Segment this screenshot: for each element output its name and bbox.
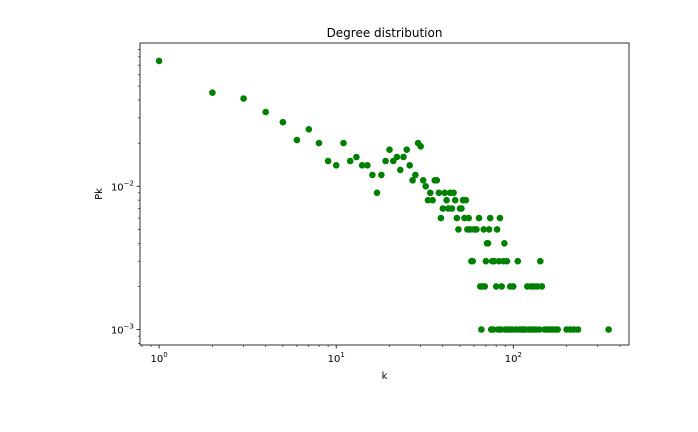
data-point bbox=[574, 326, 582, 333]
data-point bbox=[481, 283, 489, 290]
data-point bbox=[437, 214, 445, 222]
data-point bbox=[496, 214, 504, 222]
data-point bbox=[478, 326, 485, 333]
data-point bbox=[503, 257, 511, 265]
data-point bbox=[424, 196, 432, 204]
data-point bbox=[537, 257, 544, 265]
data-point bbox=[393, 153, 401, 161]
data-point bbox=[485, 226, 493, 233]
data-point bbox=[315, 139, 323, 147]
data-point bbox=[535, 326, 543, 333]
data-point bbox=[403, 146, 411, 153]
y-tick-label: 10−2 bbox=[111, 179, 134, 193]
data-point bbox=[422, 183, 430, 190]
data-point bbox=[492, 283, 500, 290]
data-point bbox=[346, 157, 354, 165]
data-point bbox=[538, 283, 546, 290]
data-point bbox=[397, 166, 404, 174]
data-point bbox=[332, 162, 340, 169]
data-point bbox=[490, 257, 498, 265]
data-point bbox=[369, 171, 376, 179]
data-point bbox=[305, 126, 313, 133]
data-point bbox=[155, 57, 163, 65]
data-point bbox=[484, 240, 492, 247]
data-point bbox=[419, 177, 427, 184]
data-point bbox=[450, 189, 457, 197]
data-point bbox=[340, 139, 347, 147]
data-point bbox=[489, 326, 497, 333]
data-point bbox=[373, 189, 381, 197]
chart-title: Degree distribution bbox=[327, 26, 443, 40]
x-tick-label: 101 bbox=[328, 351, 345, 365]
data-point bbox=[429, 196, 436, 204]
data-point bbox=[279, 118, 287, 126]
data-point bbox=[427, 189, 434, 197]
data-point bbox=[462, 196, 470, 204]
y-tick-label: 10−3 bbox=[111, 323, 134, 337]
data-point bbox=[451, 196, 459, 204]
data-points bbox=[155, 57, 612, 333]
data-point bbox=[458, 205, 465, 212]
x-tick-label: 100 bbox=[151, 351, 168, 365]
y-axis-label: Pk bbox=[94, 188, 105, 200]
data-point bbox=[443, 196, 450, 204]
data-point bbox=[465, 214, 473, 222]
data-point bbox=[209, 89, 216, 96]
data-point bbox=[486, 214, 494, 222]
data-point bbox=[382, 157, 389, 165]
major-ticks: 100 101 102 10−3 10−2 bbox=[111, 179, 522, 365]
x-axis-label: k bbox=[382, 371, 388, 382]
data-point bbox=[554, 326, 561, 333]
data-point bbox=[240, 95, 247, 102]
data-point bbox=[498, 283, 506, 290]
plot-area-frame bbox=[139, 42, 630, 346]
data-point bbox=[386, 146, 393, 153]
data-point bbox=[514, 257, 522, 265]
data-point bbox=[510, 283, 517, 290]
data-point bbox=[455, 226, 462, 233]
data-point bbox=[475, 214, 483, 222]
data-point bbox=[409, 177, 416, 184]
data-point bbox=[469, 257, 477, 265]
data-point bbox=[293, 136, 301, 144]
data-point bbox=[378, 171, 385, 179]
data-point bbox=[400, 153, 407, 161]
data-point bbox=[473, 226, 480, 233]
data-point bbox=[353, 153, 360, 161]
x-tick-label: 102 bbox=[505, 351, 522, 365]
data-point bbox=[358, 162, 366, 169]
data-point bbox=[324, 157, 332, 165]
data-point bbox=[412, 171, 419, 179]
data-point bbox=[262, 108, 270, 116]
data-point bbox=[364, 162, 371, 169]
data-point bbox=[482, 257, 490, 265]
data-point bbox=[493, 226, 501, 233]
data-point bbox=[480, 226, 488, 233]
data-point bbox=[439, 205, 447, 212]
data-point bbox=[417, 143, 425, 150]
data-point bbox=[448, 205, 456, 212]
data-point bbox=[501, 240, 508, 247]
data-point bbox=[433, 177, 441, 184]
data-point bbox=[605, 326, 612, 333]
data-point bbox=[406, 162, 414, 169]
data-point bbox=[441, 189, 449, 197]
data-point bbox=[453, 214, 461, 222]
data-point bbox=[435, 189, 443, 197]
